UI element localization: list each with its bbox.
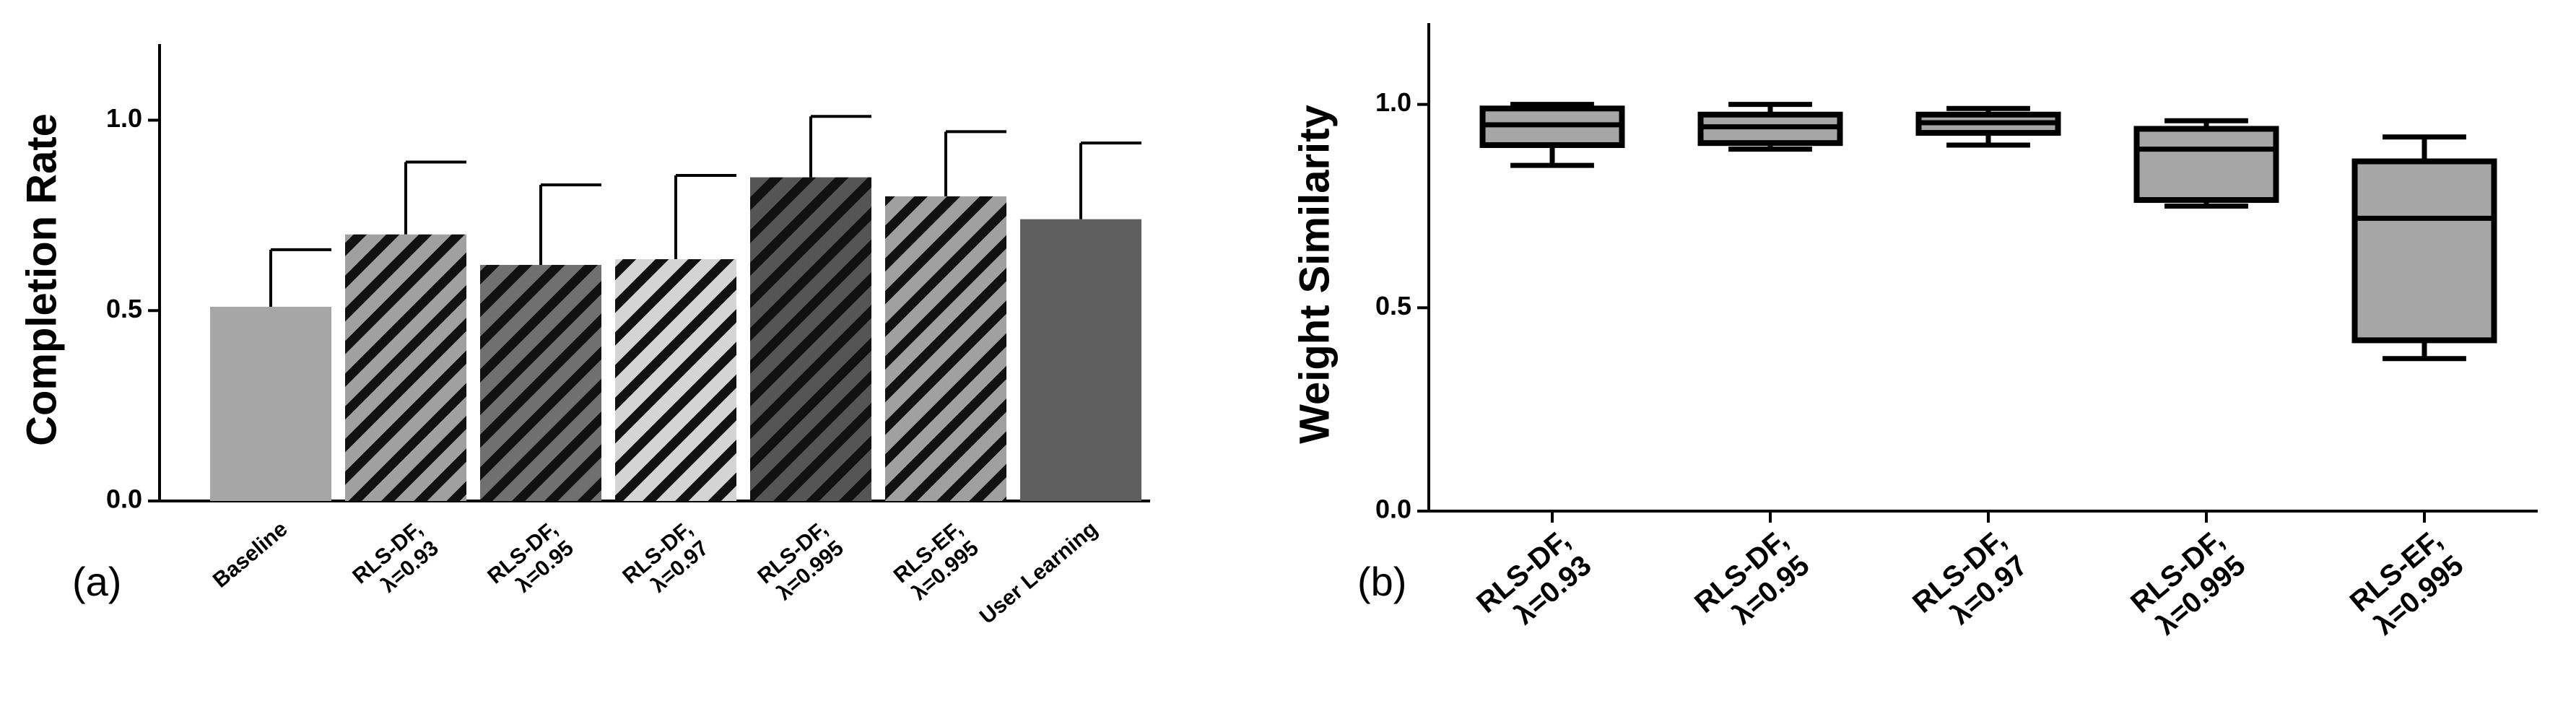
- bar: [480, 264, 601, 501]
- x-tick-label: RLS-DF,λ=0.97: [1907, 523, 2033, 645]
- panel-label: (a): [72, 559, 121, 604]
- y-tick-label: 0.5: [1375, 291, 1411, 321]
- bar: [750, 177, 871, 501]
- bar: [615, 259, 736, 501]
- x-tick-label: RLS-DF,λ=0.995: [753, 517, 848, 608]
- bar: [345, 234, 466, 501]
- y-axis-label: Weight Similarity: [1291, 105, 1338, 443]
- y-tick-label: 1.0: [106, 103, 142, 133]
- y-tick-label: 1.0: [1375, 87, 1411, 117]
- x-tick-label: Baseline: [209, 517, 292, 593]
- x-tick-label: RLS-DF,λ=0.93: [348, 517, 443, 608]
- x-tick-label: User Learning: [975, 517, 1102, 629]
- x-tick-label: RLS-DF,λ=0.95: [483, 517, 578, 608]
- y-tick-label: 0.0: [1375, 494, 1411, 524]
- box: [2133, 126, 2279, 204]
- x-tick-label: RLS-DF,λ=0.93: [1471, 523, 1597, 645]
- x-tick-label: RLS-EF,λ=0.995: [889, 517, 983, 607]
- bar: [1020, 219, 1141, 501]
- x-tick-label: RLS-DF,λ=0.95: [1689, 523, 1815, 645]
- bar: [885, 196, 1006, 501]
- bar: [210, 306, 331, 501]
- panel-label: (b): [1357, 559, 1406, 604]
- y-axis-label: Completion Rate: [18, 113, 65, 446]
- x-tick-label: RLS-DF,λ=0.97: [618, 517, 713, 608]
- y-tick-label: 0.0: [106, 484, 142, 514]
- x-tick-label: RLS-EF,λ=0.995: [2344, 523, 2470, 643]
- box: [2351, 158, 2497, 344]
- y-tick-label: 0.5: [106, 294, 142, 323]
- x-tick-label: RLS-DF,λ=0.995: [2125, 523, 2251, 645]
